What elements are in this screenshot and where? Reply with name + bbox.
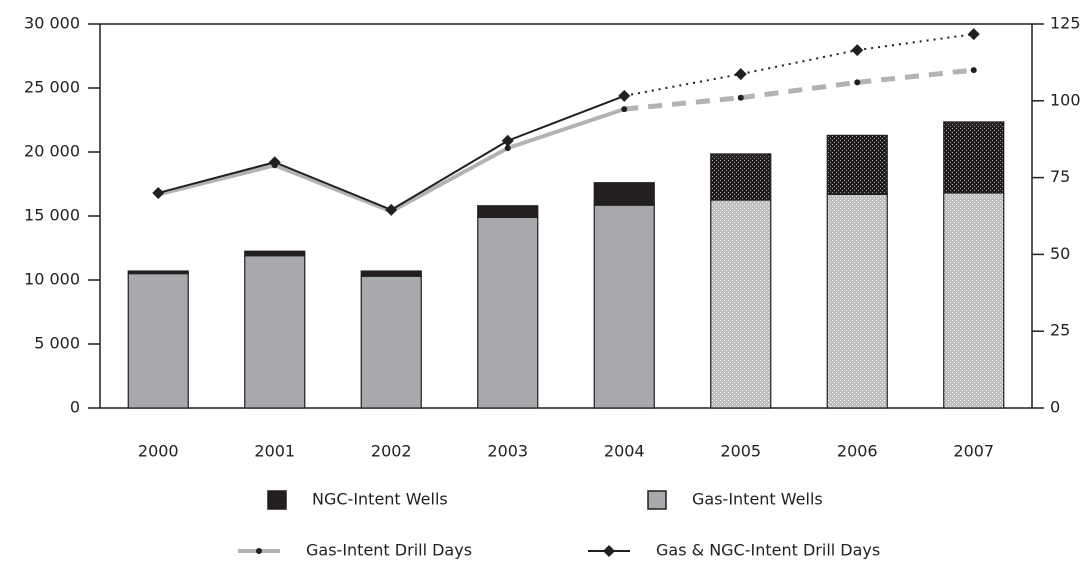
line-segment — [624, 73, 741, 97]
marker — [734, 68, 747, 81]
bar — [127, 270, 189, 275]
legend-marker — [603, 545, 615, 557]
x-tick-label: 2002 — [371, 442, 412, 461]
y-tick-label: 30 000 — [24, 14, 80, 33]
y-tick-label: 25 000 — [24, 78, 80, 97]
line-segment — [507, 107, 625, 151]
y-tick-label: 0 — [70, 398, 80, 417]
y2-tick-label: 25 — [1050, 321, 1070, 340]
line-segment — [274, 163, 392, 214]
line-segment — [390, 139, 509, 211]
line-segment — [740, 49, 858, 76]
marker — [737, 94, 744, 101]
marker — [385, 203, 398, 216]
legend-label: Gas-Intent Drill Days — [306, 541, 472, 560]
bar — [593, 182, 655, 206]
line-segment — [624, 95, 741, 112]
bar — [244, 250, 306, 257]
bar — [244, 255, 306, 409]
marker — [152, 186, 165, 199]
line-segment — [157, 163, 276, 197]
bar — [710, 153, 772, 201]
bar — [943, 192, 1005, 409]
y2-tick-label: 100 — [1050, 90, 1081, 109]
marker — [504, 145, 511, 152]
y2-tick-label: 125 — [1050, 14, 1081, 33]
bar — [710, 199, 772, 409]
x-tick-label: 2000 — [138, 442, 179, 461]
bar — [127, 273, 189, 409]
x-tick-label: 2004 — [604, 442, 645, 461]
line-segment — [856, 67, 975, 85]
y2-tick-label: 75 — [1050, 167, 1070, 186]
y-tick-label: 5 000 — [34, 334, 80, 353]
marker — [851, 44, 864, 57]
y-tick-label: 15 000 — [24, 206, 80, 225]
bar — [826, 134, 888, 195]
x-tick-label: 2001 — [254, 442, 295, 461]
bar — [826, 193, 888, 409]
line-segment — [274, 161, 392, 211]
bar — [477, 205, 539, 218]
x-tick-label: 2007 — [953, 442, 994, 461]
legend-label: NGC-Intent Wells — [312, 490, 448, 509]
bar — [477, 216, 539, 409]
line-segment — [507, 94, 625, 142]
marker — [967, 28, 980, 41]
legend-label: Gas-Intent Wells — [692, 490, 823, 509]
y-tick-label: 10 000 — [24, 270, 80, 289]
marker — [621, 106, 628, 113]
line-segment — [740, 79, 858, 101]
line-segment — [157, 161, 276, 194]
x-tick-label: 2006 — [837, 442, 878, 461]
marker — [501, 134, 514, 147]
marker — [268, 156, 281, 169]
plot-frame — [99, 23, 1033, 409]
line-segment — [857, 33, 974, 52]
y2-tick-label: 0 — [1050, 398, 1060, 417]
line-segment — [390, 146, 509, 214]
y2-tick-label: 50 — [1050, 244, 1070, 263]
bar — [360, 275, 422, 409]
legend-swatch — [647, 490, 667, 510]
legend-marker — [256, 548, 262, 554]
bar — [943, 121, 1005, 194]
legend-label: Gas & NGC-Intent Drill Days — [656, 541, 880, 560]
marker — [854, 79, 861, 86]
marker — [970, 67, 977, 74]
x-tick-label: 2003 — [487, 442, 528, 461]
legend-swatch — [267, 490, 287, 510]
marker — [618, 89, 631, 102]
bar — [360, 270, 422, 277]
bar — [593, 204, 655, 409]
x-tick-label: 2005 — [720, 442, 761, 461]
y-tick-label: 20 000 — [24, 142, 80, 161]
